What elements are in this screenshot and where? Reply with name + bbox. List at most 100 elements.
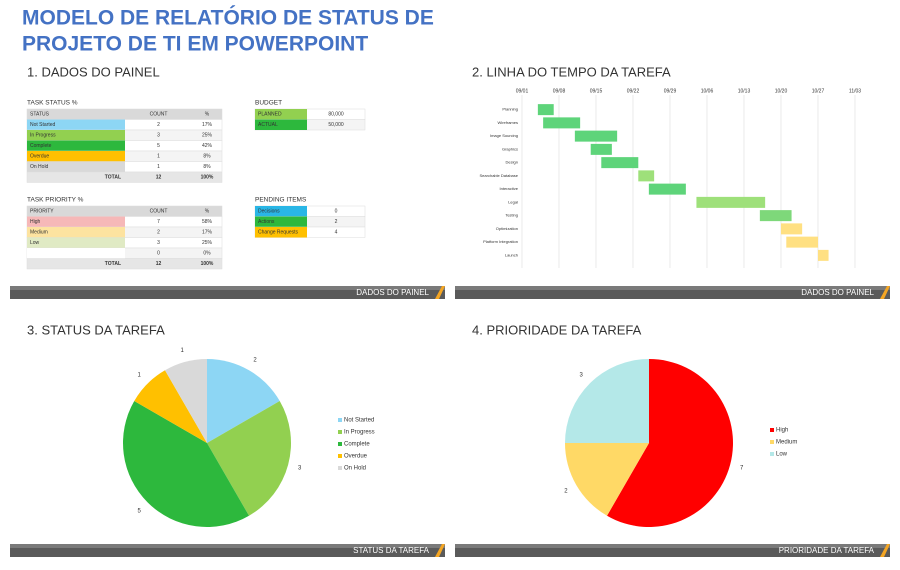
table-cell: 0% bbox=[203, 251, 211, 257]
table-cell: PLANNED bbox=[258, 112, 282, 118]
table-cell: 0 bbox=[335, 209, 338, 215]
page-title: PROJETO DE TI EM POWERPOINT bbox=[22, 33, 368, 56]
task-label: Platform Integration bbox=[483, 239, 518, 244]
x-tick-label: 09/08 bbox=[553, 88, 566, 94]
gantt-bar bbox=[759, 210, 792, 222]
footer-shade bbox=[455, 544, 890, 548]
table-cell: TOTAL bbox=[105, 261, 121, 267]
table-row bbox=[26, 108, 223, 120]
data-label: 3 bbox=[579, 373, 583, 379]
pie-slice bbox=[122, 401, 249, 528]
table-cell: Overdue bbox=[30, 154, 49, 160]
panel-heading: 1. DADOS DO PAINEL bbox=[27, 64, 160, 79]
data-label: 1 bbox=[180, 348, 184, 354]
table-cell: 2 bbox=[157, 122, 160, 128]
x-tick-label: 09/22 bbox=[627, 88, 640, 94]
table-cell: 1 bbox=[157, 164, 160, 170]
footer-text: PRIORIDADE DA TAREFA bbox=[779, 546, 875, 555]
gantt-bar bbox=[537, 104, 554, 116]
gantt-bar bbox=[786, 236, 818, 248]
task-label: Testing bbox=[505, 213, 518, 218]
table-cell: 50,000 bbox=[328, 122, 344, 128]
table-cell: 8% bbox=[203, 164, 211, 170]
task-label: Graphics bbox=[502, 146, 518, 151]
table-cell: 4 bbox=[335, 230, 338, 236]
legend-swatch bbox=[770, 440, 774, 444]
pie-slice bbox=[565, 443, 649, 516]
table-cell: 80,000 bbox=[328, 112, 344, 118]
table-cell: TOTAL bbox=[105, 175, 121, 181]
legend-label: In Progress bbox=[344, 430, 375, 436]
table-cell-color bbox=[27, 227, 125, 238]
table-cell-color bbox=[255, 119, 307, 130]
table-cell: PRIORITY bbox=[30, 209, 54, 215]
table-cell: 17% bbox=[202, 230, 213, 236]
footer-accent bbox=[880, 544, 890, 557]
table-title: TASK PRIORITY % bbox=[27, 197, 84, 204]
table-cell: 42% bbox=[202, 143, 213, 149]
data-label: 5 bbox=[137, 508, 141, 514]
gantt-bar bbox=[601, 157, 639, 169]
table-cell: ACTUAL bbox=[258, 122, 278, 128]
x-tick-label: 11/03 bbox=[849, 88, 861, 94]
table-cell: 2 bbox=[335, 219, 338, 225]
legend-label: Low bbox=[776, 452, 788, 458]
x-tick-label: 10/27 bbox=[812, 88, 825, 94]
gantt-bar bbox=[781, 223, 803, 235]
task-label: Planning bbox=[502, 107, 518, 112]
table-title: TASK STATUS % bbox=[27, 100, 78, 107]
table-cell: Medium bbox=[30, 230, 48, 236]
table-cell: 12 bbox=[156, 175, 162, 181]
table-cell: 8% bbox=[203, 154, 211, 160]
legend-label: Medium bbox=[776, 440, 797, 446]
table-cell: In Progress bbox=[30, 133, 56, 139]
footer-shade bbox=[10, 286, 445, 290]
task-label: Legal bbox=[508, 199, 518, 204]
table-cell: 58% bbox=[202, 219, 213, 225]
table-cell-color bbox=[27, 140, 125, 151]
footer-text: DADOS DO PAINEL bbox=[801, 288, 874, 297]
footer-accent bbox=[880, 286, 890, 299]
table-cell: Decisions bbox=[258, 209, 280, 215]
panel-heading: 4. PRIORIDADE DA TAREFA bbox=[472, 322, 642, 337]
gantt-bar bbox=[638, 170, 655, 182]
task-label: Launch bbox=[505, 252, 518, 257]
x-tick-label: 10/20 bbox=[775, 88, 788, 94]
table-cell: Not Started bbox=[30, 122, 56, 128]
gantt-bar bbox=[696, 196, 766, 208]
table-cell: 3 bbox=[157, 240, 160, 246]
pie-slice bbox=[207, 401, 291, 516]
footer-text: DADOS DO PAINEL bbox=[356, 288, 429, 297]
data-label: 1 bbox=[137, 373, 141, 379]
pie-slice bbox=[607, 359, 733, 527]
legend-swatch bbox=[770, 452, 774, 456]
x-tick-label: 10/06 bbox=[701, 88, 714, 94]
table-cell-color bbox=[27, 237, 125, 248]
table-cell: Change Requests bbox=[258, 230, 299, 236]
legend-swatch bbox=[770, 428, 774, 432]
table-cell: % bbox=[205, 112, 210, 118]
table-cell-color bbox=[255, 109, 307, 120]
page-title: MODELO DE RELATÓRIO DE STATUS DE bbox=[22, 6, 434, 30]
table-cell: % bbox=[205, 209, 210, 215]
data-label: 2 bbox=[564, 489, 568, 495]
table-cell-color bbox=[255, 206, 307, 217]
gantt-bar bbox=[818, 249, 829, 261]
table-row bbox=[26, 258, 223, 270]
gantt-bar bbox=[648, 183, 686, 195]
gantt-bar bbox=[590, 143, 612, 155]
table-cell: 1 bbox=[157, 154, 160, 160]
table-cell: 100% bbox=[201, 261, 214, 267]
footer-accent bbox=[435, 544, 445, 557]
table-cell: Low bbox=[30, 240, 40, 246]
legend-label: On Hold bbox=[344, 466, 366, 472]
legend-swatch bbox=[338, 442, 342, 446]
table-cell: 7 bbox=[157, 219, 160, 225]
x-tick-label: 09/29 bbox=[664, 88, 677, 94]
table-cell: Actions bbox=[258, 219, 275, 225]
pie-slice bbox=[207, 359, 280, 443]
pie-slice bbox=[134, 370, 207, 443]
data-label: 3 bbox=[298, 465, 302, 471]
task-label: Optimization bbox=[496, 226, 518, 231]
